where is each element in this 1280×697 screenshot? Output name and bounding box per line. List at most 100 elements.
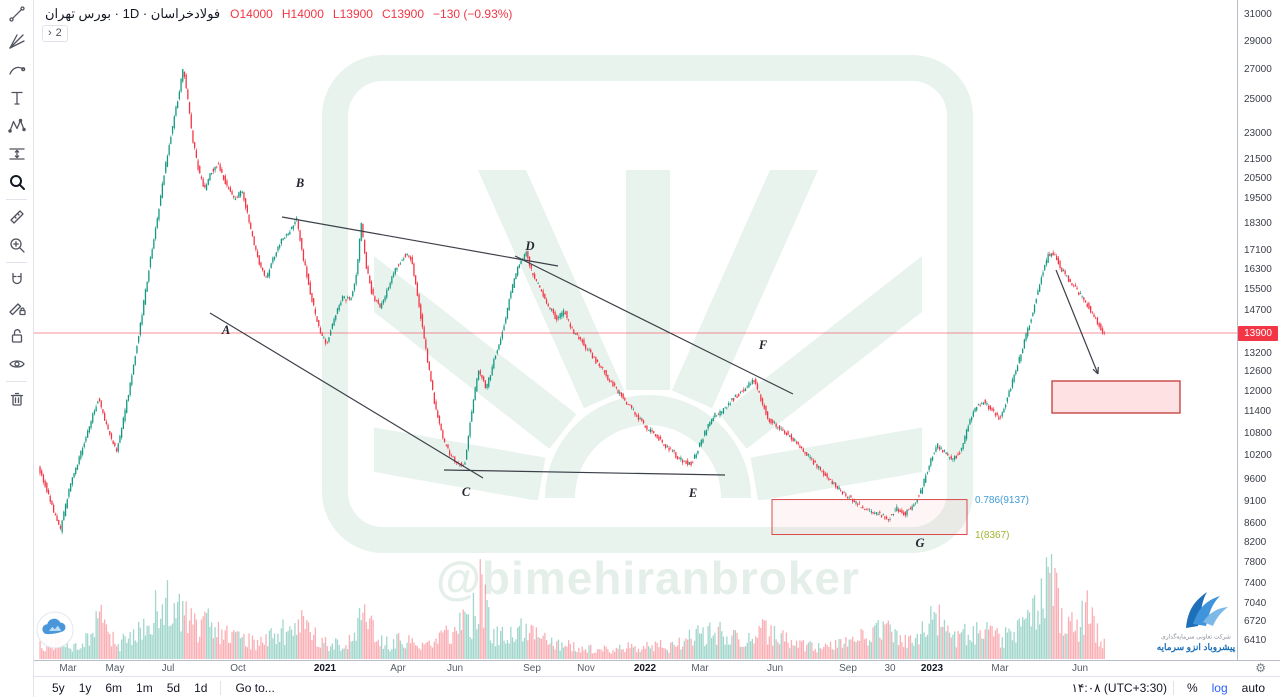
wave-letter-label[interactable]: C (462, 485, 471, 499)
chevron-right-icon: › (48, 27, 52, 39)
price-tick-label: 19500 (1244, 193, 1272, 205)
time-tick-label: Mar (59, 663, 77, 674)
range-5y-button[interactable]: 5y (52, 680, 65, 695)
time-tick-label: Nov (577, 663, 595, 674)
price-tick-label: 25000 (1244, 94, 1272, 106)
symbol-title[interactable]: فولادخراسان · 1D · بورس تهران (45, 6, 221, 21)
fib-level-label: 0.786(9137) (975, 495, 1029, 506)
time-tick-label: Jun (766, 663, 784, 674)
fib-tools-icon[interactable] (0, 28, 33, 56)
price-tick-label: 6410 (1244, 634, 1267, 646)
cloud-logo-badge (36, 611, 74, 649)
time-tick-label: Mar (991, 663, 1009, 674)
hide-drawings-eye-icon[interactable] (0, 350, 33, 378)
gear-icon[interactable]: ⚙ (1255, 661, 1266, 675)
measure-ruler-icon[interactable] (0, 203, 33, 231)
range-6m-button[interactable]: 6m (105, 680, 123, 695)
search-icon[interactable] (0, 168, 33, 196)
toolbar-divider (6, 381, 27, 382)
xabcd-pattern-tool-icon[interactable] (0, 112, 33, 140)
time-tick-label: 30 (884, 663, 896, 674)
toolbar-divider (6, 262, 27, 263)
wave-letter-label[interactable]: E (688, 486, 697, 500)
price-tick-label: 16300 (1244, 264, 1272, 276)
price-tick-label: 29000 (1244, 35, 1272, 47)
wave-letter-label[interactable]: A (221, 323, 230, 337)
range-1y-button[interactable]: 1y (78, 680, 92, 695)
broker-logo-line2: پیشروباد انزو سرمایه (1157, 642, 1236, 653)
price-tick-label: 12000 (1244, 385, 1272, 397)
arrow-drawing[interactable] (1055, 269, 1099, 375)
object-count: 2 (55, 27, 62, 39)
price-tick-label: 11400 (1244, 406, 1272, 418)
price-tick-label: 8600 (1244, 518, 1267, 530)
drawing-lock-icon[interactable] (0, 294, 33, 322)
broker-logo-line1: شرکت تعاونی سرمایه‌گذاری (1161, 633, 1231, 641)
range-1d-button[interactable]: 1d (194, 680, 208, 695)
time-tick-label: Jun (1071, 663, 1089, 674)
bottom-toolbar: 5y 1y 6m 1m 5d 1d Go to... ۱۴:۰۸ (UTC+3:… (33, 676, 1280, 697)
price-tick-label: 7800 (1244, 556, 1267, 568)
wave-letter-label[interactable]: F (758, 338, 768, 352)
zoom-in-icon[interactable] (0, 231, 33, 259)
price-tick-label: 6720 (1244, 616, 1267, 628)
price-tick-label: 7040 (1244, 597, 1267, 609)
object-tree-chip[interactable]: › 2 (42, 25, 68, 42)
trendline-drawing[interactable] (281, 216, 559, 267)
price-tick-label: 21500 (1244, 154, 1272, 166)
time-axis[interactable]: ⚙ Mar May Jul Oct 2021 Apr Jun Sep Nov 2022 Mar Jun… (33, 660, 1280, 677)
time-tick-label: Jul (161, 663, 175, 674)
trendline-drawing[interactable] (209, 312, 484, 479)
time-tick-label: Jun (446, 663, 464, 674)
price-tick-label: 7400 (1244, 577, 1267, 589)
trendline-drawing[interactable] (514, 255, 794, 395)
time-tick-label: Mar (691, 663, 709, 674)
goto-date-button[interactable]: Go to... (235, 680, 275, 695)
time-tick-label: Sep (523, 663, 541, 674)
auto-scale-button[interactable]: auto (1241, 680, 1265, 695)
lock-all-icon[interactable] (0, 322, 33, 350)
clock[interactable]: ۱۴:۰۸ (UTC+3:30) (1071, 680, 1167, 695)
price-axis[interactable]: 31000 29000 27000 25000 23000 21500 20500 19500… (1237, 0, 1280, 660)
magnet-icon[interactable] (0, 266, 33, 294)
time-tick-label: May (105, 663, 125, 674)
price-tick-label: 23000 (1244, 127, 1272, 139)
trendline-drawing[interactable] (443, 469, 726, 476)
brush-tool-icon[interactable] (0, 56, 33, 84)
range-5d-button[interactable]: 5d (166, 680, 181, 695)
time-tick-label: Oct (230, 663, 246, 674)
watermark-handle: @bimehiranbroker (436, 552, 860, 604)
remove-drawings-trash-icon[interactable] (0, 385, 33, 413)
ohlc-change: −130 (−0.93%) (433, 7, 513, 21)
last-price-badge: 13900 (1238, 325, 1278, 341)
text-tool-icon[interactable] (0, 84, 33, 112)
ohlc-close: C13900 (381, 7, 425, 21)
price-tick-label: 12600 (1244, 366, 1272, 378)
drawing-toolbar (0, 0, 34, 697)
time-tick-label: 2023 (920, 663, 944, 674)
background-watermark-logo (322, 55, 973, 553)
target-zone-box[interactable] (1051, 380, 1181, 414)
ohlc-values: O14000 H14000 L13900 C13900 −130 (−0.93%… (230, 7, 512, 21)
fib-retracement-drawing[interactable]: 0.786(9137) 1(8367) (771, 495, 1029, 541)
divider (220, 680, 222, 695)
wave-letter-label[interactable]: B (295, 176, 304, 190)
divider (1172, 680, 1174, 695)
wave-letter-label[interactable]: D (524, 239, 534, 253)
range-1m-button[interactable]: 1m (136, 680, 153, 695)
price-tick-label: 14700 (1244, 305, 1272, 317)
wave-letter-label[interactable]: G (915, 536, 924, 550)
trend-line-tool-icon[interactable] (0, 0, 33, 28)
price-tick-label: 15500 (1244, 284, 1272, 296)
price-tick-label: 9100 (1244, 495, 1267, 507)
forecast-tool-icon[interactable] (0, 140, 33, 168)
percent-scale-button[interactable]: % (1186, 680, 1198, 695)
price-tick-label: 10200 (1244, 450, 1272, 462)
chart-header: فولادخراسان · 1D · بورس تهران O14000 H14… (45, 6, 512, 22)
price-tick-label: 31000 (1244, 9, 1272, 21)
ohlc-low: L13900 (332, 7, 373, 21)
chart-canvas[interactable]: @bimehiranbroker 0.786(9137) 1(8367) A B C D E F… (0, 0, 1280, 660)
price-tick-label: 13200 (1244, 348, 1272, 359)
log-scale-button[interactable]: log (1211, 680, 1228, 695)
